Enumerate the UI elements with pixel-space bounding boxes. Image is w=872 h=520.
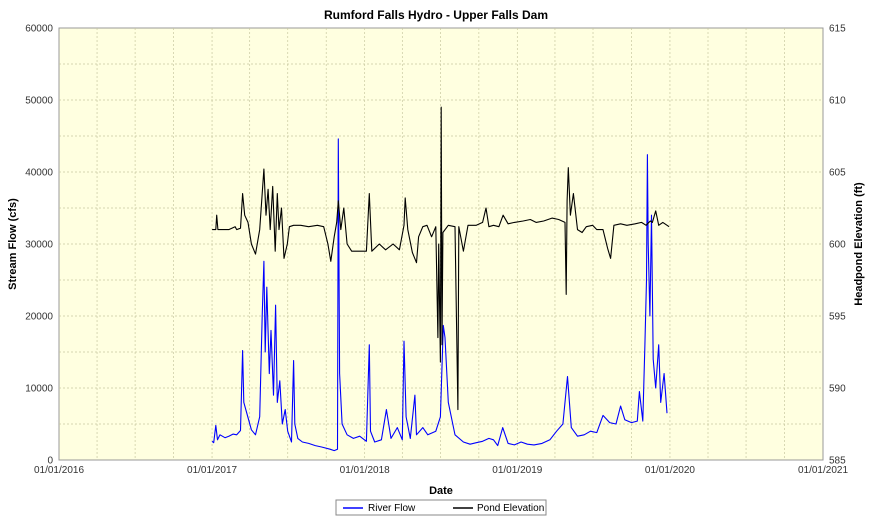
right-tick-label: 605 xyxy=(829,168,846,179)
x-tick-label: 01/01/2021 xyxy=(798,465,848,476)
series-pond-elevation xyxy=(212,106,670,411)
left-axis-label: Stream Flow (cfs) xyxy=(7,198,19,290)
left-tick-label: 30000 xyxy=(25,240,53,251)
right-tick-label: 585 xyxy=(829,456,846,467)
right-tick-label: 600 xyxy=(829,240,846,251)
right-tick-label: 595 xyxy=(829,312,846,323)
left-tick-label: 40000 xyxy=(25,168,53,179)
left-axis-ticks: 0 10000 20000 30000 40000 50000 60000 xyxy=(25,24,53,467)
series-line xyxy=(212,106,670,411)
right-tick-label: 615 xyxy=(829,24,846,35)
x-axis-ticks: 01/01/2016 01/01/2017 01/01/2018 01/01/2019… xyxy=(34,465,848,476)
x-axis-label: Date xyxy=(429,485,453,497)
x-tick-label: 01/01/2016 xyxy=(34,465,84,476)
right-axis-ticks: 585 590 595 600 605 610 615 xyxy=(829,24,846,467)
series-layer xyxy=(211,106,670,452)
left-tick-label: 50000 xyxy=(25,96,53,107)
left-tick-label: 20000 xyxy=(25,312,53,323)
series-line xyxy=(211,138,668,452)
legend-label-river-flow: River Flow xyxy=(368,503,416,514)
left-tick-label: 60000 xyxy=(25,24,53,35)
series-river-flow xyxy=(211,138,668,452)
right-tick-label: 610 xyxy=(829,96,846,107)
left-tick-label: 0 xyxy=(47,456,53,467)
x-tick-label: 01/01/2019 xyxy=(492,465,542,476)
legend-box xyxy=(335,499,547,516)
legend: River Flow Pond Elevation xyxy=(335,499,547,516)
x-tick-label: 01/01/2020 xyxy=(645,465,695,476)
x-tick-label: 01/01/2018 xyxy=(340,465,390,476)
right-axis-label: Headpond Elevation (ft) xyxy=(853,182,865,306)
right-tick-label: 590 xyxy=(829,384,846,395)
legend-label-pond-elevation: Pond Elevation xyxy=(477,503,544,514)
left-tick-label: 10000 xyxy=(25,384,53,395)
chart-title: Rumford Falls Hydro - Upper Falls Dam xyxy=(324,8,548,22)
x-tick-label: 01/01/2017 xyxy=(187,465,237,476)
